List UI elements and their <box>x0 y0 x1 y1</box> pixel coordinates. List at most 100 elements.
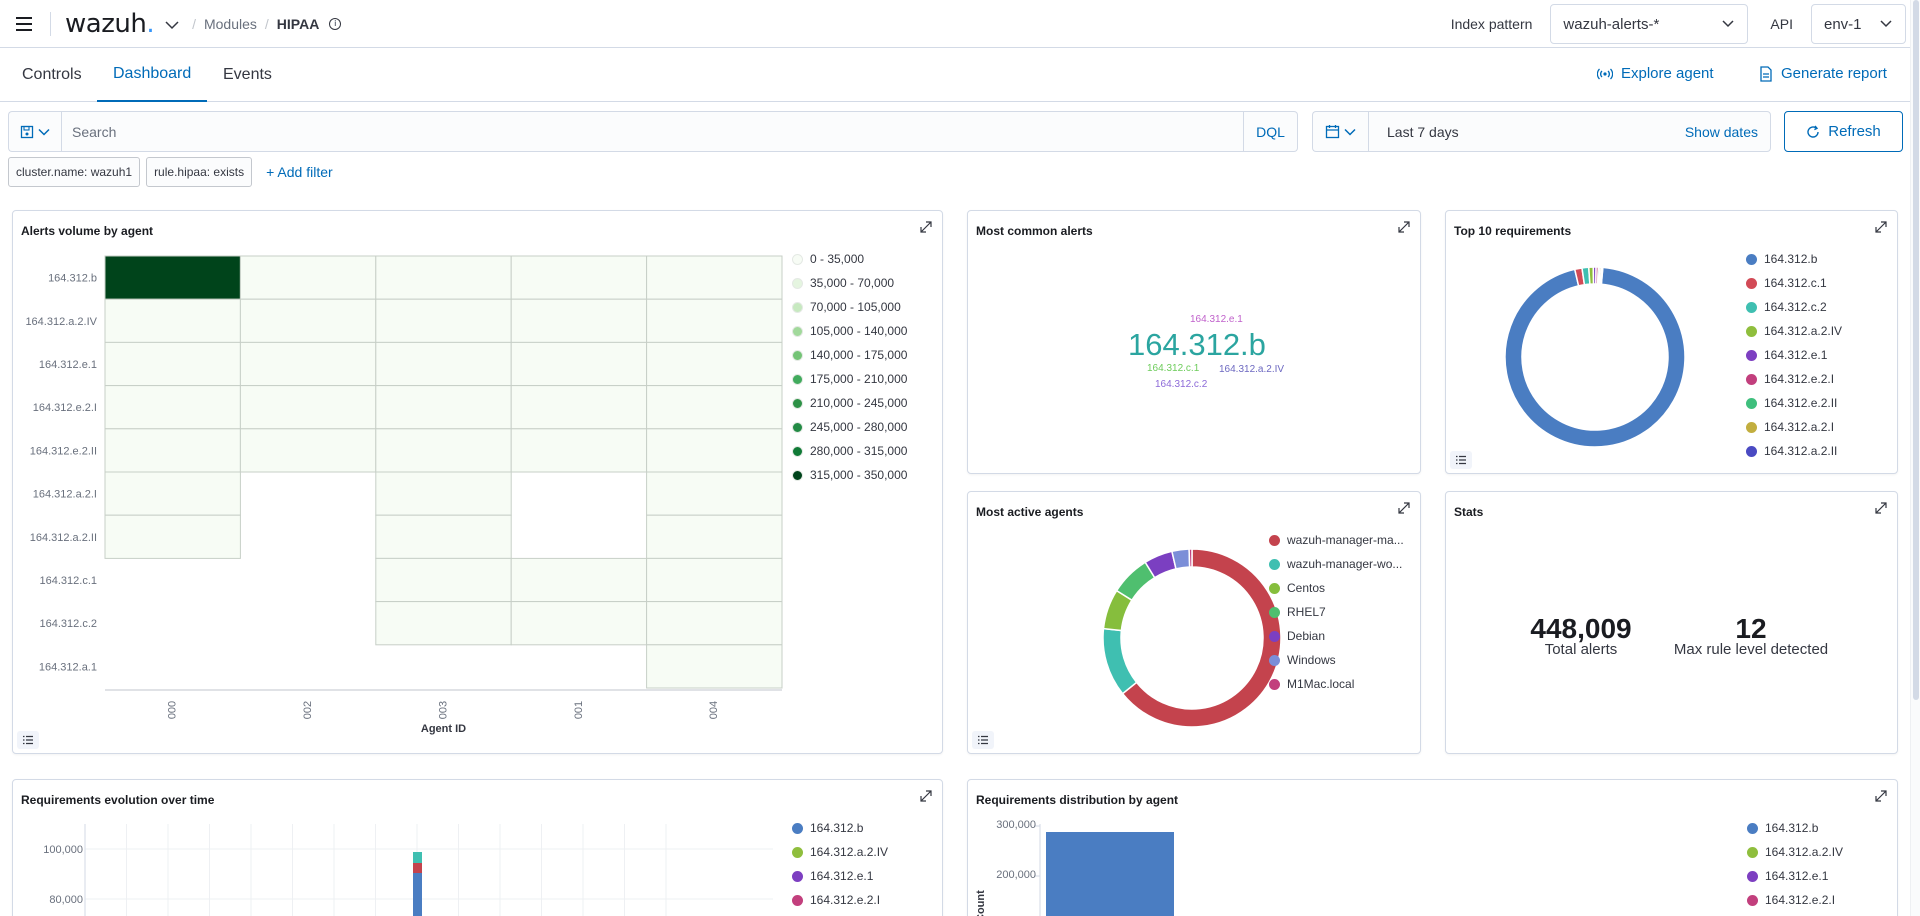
legend-item[interactable]: 164.312.c.1 <box>1746 271 1842 295</box>
wazuh-logo[interactable]: wazuh. <box>65 8 155 39</box>
legend-item[interactable]: 35,000 - 70,000 <box>792 271 907 295</box>
legend-item[interactable]: wazuh-manager-ma... <box>1269 528 1404 552</box>
legend-item[interactable]: 164.312.b <box>792 816 888 840</box>
legend-item[interactable]: Debian <box>1269 624 1404 648</box>
heatmap-cell[interactable] <box>646 601 783 646</box>
expand-icon[interactable] <box>1873 219 1889 235</box>
expand-icon[interactable] <box>918 219 934 235</box>
expand-icon[interactable] <box>1873 788 1889 804</box>
legend-toggle-button[interactable] <box>972 731 994 749</box>
legend-item[interactable]: 164.312.a.2.IV <box>1746 319 1842 343</box>
heatmap-cell[interactable] <box>239 255 377 300</box>
legend-item[interactable]: 164.312.e.2.II <box>1746 391 1842 415</box>
heatmap-cell[interactable] <box>646 514 783 559</box>
heatmap-cell[interactable] <box>510 428 648 473</box>
donut-slice[interactable] <box>1599 266 1604 286</box>
heatmap-cell[interactable] <box>646 471 783 516</box>
heatmap-cell[interactable] <box>375 428 512 473</box>
evolution-bar-segment[interactable] <box>413 873 422 916</box>
saved-query-button[interactable] <box>8 111 61 152</box>
filter-pill[interactable]: cluster.name: wazuh1 <box>8 157 141 187</box>
date-range-display[interactable]: Last 7 days Show dates <box>1368 111 1771 152</box>
heatmap-cell[interactable] <box>104 428 241 473</box>
heatmap-cell[interactable] <box>239 385 377 430</box>
legend-item[interactable]: 164.312.e.2.I <box>1747 888 1843 912</box>
legend-item[interactable]: 164.312.c.2 <box>1746 295 1842 319</box>
legend-item[interactable]: 315,000 - 350,000 <box>792 463 907 487</box>
legend-item[interactable]: 245,000 - 280,000 <box>792 415 907 439</box>
legend-item[interactable]: 175,000 - 210,000 <box>792 367 907 391</box>
legend-item[interactable]: 70,000 - 105,000 <box>792 295 907 319</box>
generate-report-button[interactable]: Generate report <box>1759 65 1887 82</box>
expand-icon[interactable] <box>918 788 934 804</box>
heatmap-cell[interactable] <box>104 341 241 387</box>
legend-item[interactable]: 164.312.e.1 <box>1747 864 1843 888</box>
search-input[interactable]: Search <box>61 111 1244 152</box>
tag-cloud-word[interactable]: 164.312.c.1 <box>1147 363 1200 374</box>
legend-item[interactable]: 164.312.e.2.I <box>792 888 888 912</box>
heatmap-cell[interactable] <box>104 298 241 343</box>
heatmap-cell[interactable] <box>510 298 648 343</box>
heatmap-cell[interactable] <box>375 557 512 603</box>
heatmap-cell[interactable] <box>646 428 783 473</box>
legend-item[interactable]: 210,000 - 245,000 <box>792 391 907 415</box>
refresh-button[interactable]: Refresh <box>1784 111 1903 152</box>
menu-icon[interactable] <box>12 12 36 36</box>
heatmap-cell[interactable] <box>375 471 512 516</box>
tab-events[interactable]: Events <box>223 66 272 83</box>
heatmap-cell[interactable] <box>646 644 783 689</box>
explore-agent-button[interactable]: Explore agent <box>1597 65 1714 82</box>
heatmap-cell[interactable] <box>646 255 783 300</box>
api-select[interactable]: env-1 <box>1811 4 1906 44</box>
donut-slice[interactable] <box>1170 548 1191 570</box>
legend-toggle-button[interactable] <box>1450 451 1472 469</box>
legend-item[interactable]: Centos <box>1269 576 1404 600</box>
info-icon[interactable]: i <box>329 17 342 30</box>
legend-item[interactable]: 140,000 - 175,000 <box>792 343 907 367</box>
chevron-down-icon[interactable] <box>164 19 180 31</box>
legend-item[interactable]: 280,000 - 315,000 <box>792 439 907 463</box>
legend-item[interactable]: 164.312.b <box>1746 247 1842 271</box>
tab-controls[interactable]: Controls <box>22 66 82 83</box>
tag-cloud-word[interactable]: 164.312.a.2.IV <box>1219 364 1285 375</box>
heatmap-cell[interactable] <box>510 601 648 646</box>
heatmap-cell[interactable] <box>646 298 783 343</box>
legend-item[interactable]: Windows <box>1269 648 1404 672</box>
legend-item[interactable]: 164.312.e.1 <box>792 864 888 888</box>
heatmap-cell[interactable] <box>104 514 241 559</box>
heatmap-cell[interactable] <box>375 255 512 300</box>
heatmap-cell[interactable] <box>239 298 377 343</box>
heatmap-cell[interactable] <box>646 385 783 430</box>
legend-item[interactable]: RHEL7 <box>1269 600 1404 624</box>
legend-toggle-button[interactable] <box>17 731 39 749</box>
heatmap-cell[interactable] <box>510 341 648 387</box>
legend-item[interactable]: 164.312.a.2.I <box>1746 415 1842 439</box>
heatmap-cell[interactable] <box>375 385 512 430</box>
tag-cloud-word[interactable]: 164.312.e.1 <box>1190 314 1243 325</box>
heatmap-cell[interactable] <box>646 557 783 603</box>
heatmap-cell[interactable] <box>239 428 377 473</box>
expand-icon[interactable] <box>1396 219 1412 235</box>
heatmap-cell[interactable] <box>104 255 241 300</box>
tag-cloud-word[interactable]: 164.312.b <box>1128 327 1266 362</box>
page-scrollbar[interactable] <box>1910 0 1920 916</box>
legend-item[interactable]: 164.312.e.1 <box>1746 343 1842 367</box>
expand-icon[interactable] <box>1396 500 1412 516</box>
show-dates-link[interactable]: Show dates <box>1684 123 1758 140</box>
legend-item[interactable]: 164.312.a.2.IV <box>1747 840 1843 864</box>
breadcrumb-modules[interactable]: Modules <box>203 15 257 32</box>
heatmap-cell[interactable] <box>375 298 512 343</box>
heatmap-cell[interactable] <box>510 255 648 300</box>
donut-slice[interactable] <box>1102 627 1138 695</box>
tag-cloud-word[interactable]: 164.312.c.2 <box>1155 379 1208 390</box>
heatmap-cell[interactable] <box>104 471 241 516</box>
quick-date-button[interactable] <box>1312 111 1368 152</box>
heatmap-cell[interactable] <box>375 514 512 559</box>
add-filter-button[interactable]: + Add filter <box>266 164 333 180</box>
heatmap-cell[interactable] <box>510 557 648 603</box>
tab-dashboard[interactable]: Dashboard <box>97 48 208 102</box>
legend-item[interactable]: 164.312.a.2.II <box>1746 439 1842 463</box>
legend-item[interactable]: 164.312.a.2.IV <box>792 840 888 864</box>
legend-item[interactable]: 164.312.b <box>1747 816 1843 840</box>
heatmap-cell[interactable] <box>239 341 377 387</box>
